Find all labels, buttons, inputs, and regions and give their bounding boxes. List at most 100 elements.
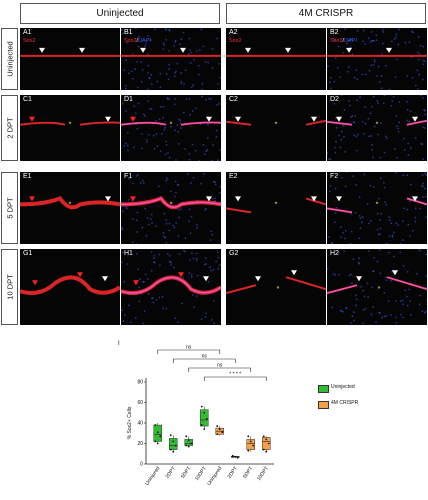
- arrowhead-white: [291, 270, 297, 276]
- data-point: [200, 424, 203, 426]
- header-uninjected: Uninjected: [20, 3, 220, 24]
- panel-label-b2: B2: [330, 29, 339, 36]
- arrowhead-red: [133, 280, 139, 286]
- panel-label-a2: A2: [229, 29, 238, 36]
- panel-label-d1: D1: [124, 96, 133, 103]
- micrograph-d1: * D1: [121, 95, 221, 161]
- data-point: [236, 456, 239, 459]
- panel-label-e1: E1: [23, 173, 32, 180]
- data-point: [172, 450, 175, 453]
- significance-bracket: [203, 376, 267, 381]
- arrowhead-white: [206, 196, 212, 202]
- row-label-uninjured: Uninjected: [1, 28, 18, 90]
- arrowhead-white: [311, 116, 317, 122]
- micrograph-e1: * E1: [20, 172, 120, 244]
- stain-label: Sox2: [23, 38, 36, 44]
- box-uninjected-uninjured: [153, 424, 162, 442]
- row-label-5dpt: 5 DPT: [1, 172, 18, 244]
- sox2-signal: [20, 121, 120, 126]
- stain-sox2: Sox2: [330, 38, 343, 44]
- panel-label-e2: E2: [229, 173, 238, 180]
- sox2-signal: [20, 195, 120, 210]
- micrograph-b2: B2 Sox2/DAPI: [327, 28, 427, 90]
- micrograph-g2: * G2: [226, 249, 326, 325]
- box-uninjected-5dpt: [184, 439, 193, 446]
- y-tick-label: 40: [137, 421, 143, 427]
- arrowhead-red: [77, 272, 83, 278]
- x-tick-label: Uninjured: [144, 466, 161, 487]
- micrograph-c2: * C2: [226, 95, 326, 161]
- data-point: [159, 435, 162, 438]
- data-point: [262, 448, 265, 451]
- panel-label-h2: H2: [330, 250, 339, 257]
- row-label-2dpt: 2 DPT: [1, 95, 18, 161]
- x-tick-label: 10DPT: [194, 466, 208, 482]
- micrograph-d2: * D2: [327, 95, 427, 161]
- data-point: [156, 442, 159, 445]
- data-point: [249, 440, 252, 443]
- row-label-uninjured-text: Uninjected: [5, 41, 14, 77]
- arrowhead-red: [32, 280, 38, 286]
- stain-separator: /: [342, 38, 345, 44]
- data-point: [216, 425, 219, 427]
- stain-dapi: DAPI: [344, 38, 357, 44]
- arrowhead-white: [180, 47, 186, 53]
- significance-label: * * * *: [229, 372, 241, 378]
- arrowhead-white: [311, 196, 317, 202]
- micrograph-b1: B1 Sox2/DAPI: [121, 28, 221, 90]
- significance-bracket: [157, 349, 221, 354]
- data-point: [156, 431, 159, 434]
- y-tick-label: 0: [140, 462, 143, 468]
- data-point: [172, 440, 175, 443]
- injury-site-asterisk: *: [170, 201, 173, 208]
- data-point: [265, 450, 268, 453]
- panel-label-g2: G2: [229, 250, 239, 257]
- arrowhead-white: [285, 47, 291, 53]
- panel-label-g1: G1: [23, 250, 33, 257]
- stain-separator: /: [136, 38, 139, 44]
- x-tick-label: 2DPT: [227, 466, 239, 480]
- x-tick-label: Uninjured: [206, 466, 223, 487]
- data-point: [205, 418, 208, 420]
- data-point: [169, 448, 172, 451]
- panel-label-h1: H1: [124, 250, 133, 257]
- data-point: [185, 435, 188, 438]
- arrowhead-white: [255, 276, 261, 282]
- arrowhead-white: [203, 276, 209, 282]
- stain-label: Sox2: [229, 38, 242, 44]
- micrograph-h1: H1: [121, 249, 221, 325]
- data-point: [187, 439, 190, 442]
- arrowhead-white: [206, 116, 212, 122]
- x-tick-label: 5DPT: [242, 466, 254, 480]
- injury-site-asterisk: *: [275, 122, 278, 129]
- micrograph-h2: * H2: [327, 249, 427, 325]
- data-point: [262, 435, 265, 438]
- micrograph-e2: * E2: [226, 172, 326, 244]
- arrowhead: [29, 116, 35, 122]
- arrowhead-white: [386, 47, 392, 53]
- injury-site-asterisk: *: [376, 201, 379, 208]
- sox2-signal: [20, 275, 120, 295]
- data-point: [216, 433, 219, 436]
- header-crispr-label: 4M CRISPR: [298, 8, 354, 19]
- data-point: [187, 445, 190, 448]
- data-point: [154, 440, 157, 443]
- legend-swatch-crispr: [318, 401, 329, 409]
- stain-label: Sox2/DAPI: [330, 38, 357, 44]
- y-axis-label: % Sox2+ Cells: [127, 406, 133, 439]
- arrowhead: [235, 196, 241, 202]
- legend-label-crispr: 4M CRISPR: [331, 400, 359, 406]
- injury-site-asterisk: *: [69, 122, 72, 129]
- arrowhead-white: [140, 47, 146, 53]
- data-point: [190, 442, 193, 445]
- arrowhead: [336, 196, 342, 202]
- arrowhead-white: [392, 270, 398, 276]
- data-point: [185, 444, 188, 447]
- x-tick-label: 2DPT: [165, 466, 177, 480]
- micrograph-g1: G1: [20, 249, 120, 325]
- panel-label-c2: C2: [229, 96, 238, 103]
- data-point: [231, 455, 234, 458]
- data-point: [247, 435, 250, 438]
- panel-label-a1: A1: [23, 29, 32, 36]
